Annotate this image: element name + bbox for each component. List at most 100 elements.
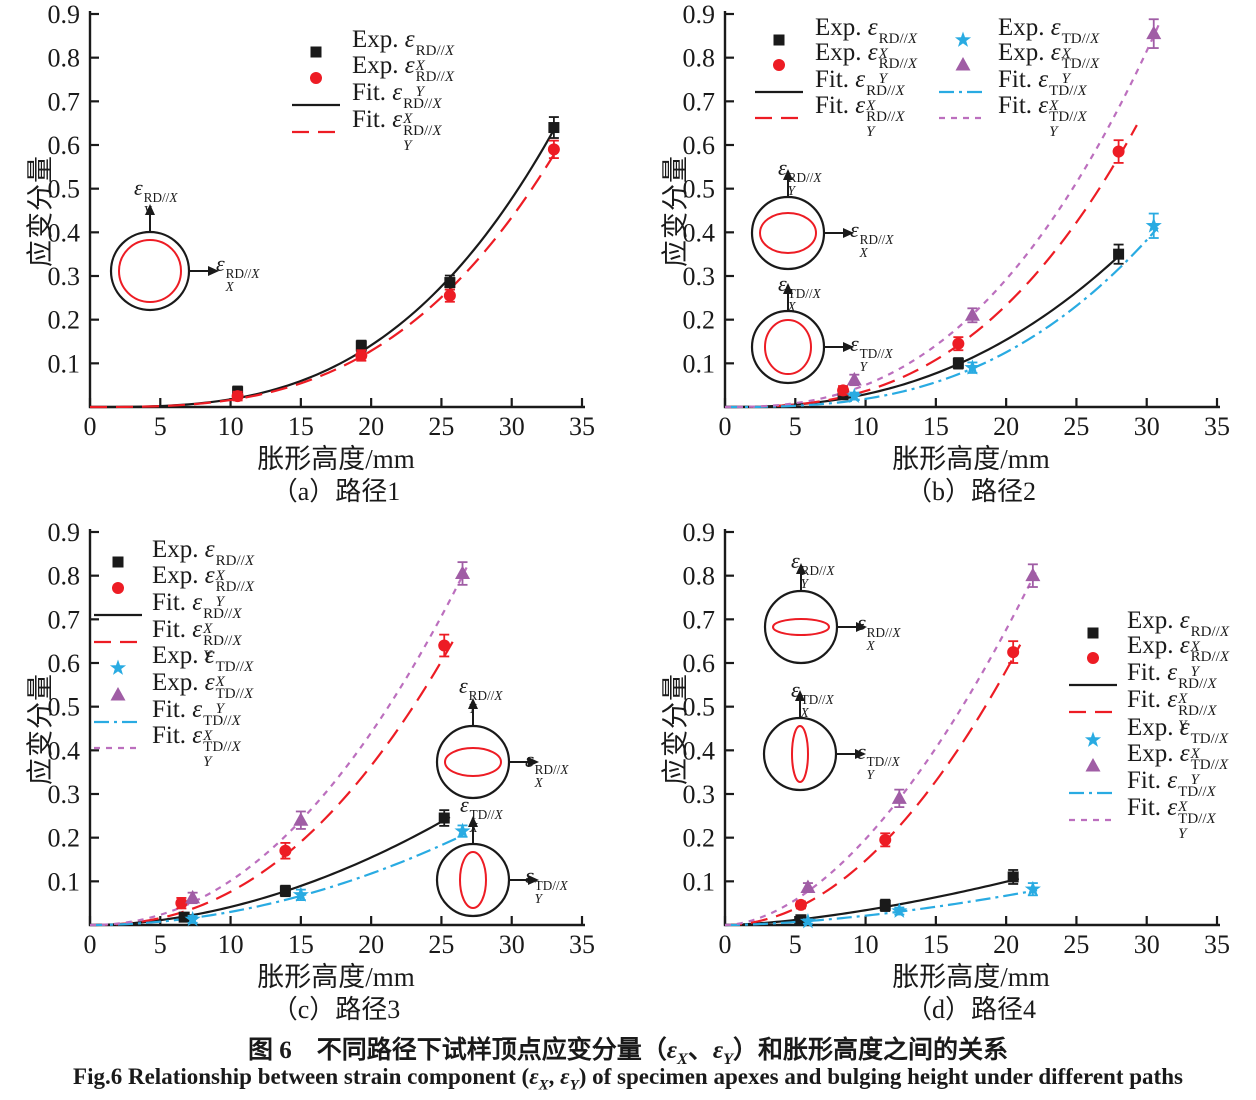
inset-specimen-b-1 [750,169,854,271]
inset-up-label-b-1: ε RD//X Y [778,156,821,197]
tick-labels-d: 0 5 10 15 20 25 30 35 0.1 0.2 0.3 0.4 0.5 0.6 0.7 0.8 0.… [683,518,1231,959]
x-tick-label: 35 [1204,930,1230,959]
inset-up-text: ε RD//X Y [134,175,178,218]
y-tick-label: 0.3 [683,262,716,291]
right-arrow-icon [855,749,866,759]
data-point-expTDX [1024,880,1041,897]
x-tick-label: 0 [719,412,732,441]
epsilon-symbol: ε [192,588,203,616]
up-arrow-icon [468,816,478,827]
legend-label-expTDX-c: Exp. ε TD//X X [152,642,253,689]
y-tick-label: 0.8 [683,44,716,73]
inset-right-text: ε RD//X X [857,610,901,653]
plot-canvas-c: 0 5 10 15 20 25 30 35 0.1 0.2 0.3 0.4 0.5 0.6 0.7 0.8 0.… [48,518,596,959]
x-tick-label: 20 [993,412,1019,441]
epsilon-symbol: ε [1167,793,1178,821]
y-tick-label: 0.4 [683,736,716,765]
data-point-expTDX [964,359,981,375]
legend-marker-expRDY-a [310,72,322,84]
fit-curve-fitRDX-a [90,126,557,409]
data-point-expTDY [1146,25,1162,40]
legend-label-fitTDX-d: Fit. ε TD//X X [1127,767,1216,814]
inset-up-text: ε RD//X Y [459,673,503,716]
data-point-expRDY [231,390,244,403]
y-tick-label: 0.1 [48,867,81,896]
series-expRDX-a [232,116,560,398]
x-tick-label: 0 [719,930,732,959]
inset-up-label-a-1: ε RD//X Y [134,176,177,217]
inset-right-label-c-2: ε TD//X Y [525,864,568,905]
inset-up-text: ε RD//X Y [791,548,835,591]
x-tick-label: 15 [923,412,949,441]
legend-text-fitRDY: Fit. ε RD//X Y [815,91,905,140]
epsilon-symbol: ε [134,175,143,200]
legend-text-fitTDY: Fit. ε TD//X Y [152,721,241,770]
subplot-d-path4: 0 5 10 15 20 25 30 35 0.1 0.2 0.3 0.4 0.5 0.6 0.7 0.8 0.… [628,512,1256,1030]
legend-marker-expRDX-c [112,556,124,568]
ticks-a [88,12,584,407]
x-tick-label: 0 [84,412,97,441]
legend-label-fitTDX-c: Fit. ε TD//X X [152,695,241,743]
data-point-expRDY [438,639,451,652]
y-axis-label-a: 应变分量 [25,154,56,267]
inset-right-text: ε RD//X X [525,747,569,790]
legend-label-expTDY-c: Exp. ε TD//X Y [152,669,253,716]
y-axis-label-c: 应变分量 [25,672,56,785]
data-point-expRDY [1112,145,1125,158]
data-point-expRDY [355,349,368,362]
plot-canvas-d: 0 5 10 15 20 25 30 35 0.1 0.2 0.3 0.4 0.5 0.6 0.7 0.8 0.… [683,518,1231,959]
legend-label-expRDX-c: Exp. ε RD//X X [152,536,254,583]
y-tick-label: 0.3 [683,780,716,809]
y-tick-label: 0.2 [48,306,81,335]
legend-marker-expRDX-b [773,34,785,46]
legend-label-fitRDY-c: Fit. ε RD//X Y [152,616,242,663]
epsilon-symbol: ε [855,65,866,93]
right-arrow-icon [528,875,539,885]
epsilon-symbol: ε [1050,38,1061,66]
legend-text-expRDY: Exp. ε RD//X Y [352,51,454,100]
inset-right-text: ε TD//X Y [857,739,900,782]
fit-curve-fitTDX-b [725,226,1159,409]
inset-up-label-c-1: ε RD//X Y [459,674,502,715]
fit-curve-fitRDX-c [89,816,451,927]
data-point-expTDX [184,910,201,927]
legend-label-fitTDX-b: Fit. ε TD//X X [998,66,1087,113]
subplot-b-path2: 0 5 10 15 20 25 30 35 0.1 0.2 0.3 0.4 0.5 0.6 0.7 0.8 0.… [628,0,1256,512]
y-tick-label: 0.2 [683,306,716,335]
fit-curve-fitRDY-b [725,124,1138,409]
y-tick-label: 0.1 [48,349,81,378]
epsilon-symbol: ε [192,695,203,723]
data-point-expRDX [438,812,450,824]
legend-marker-expTDY-b [955,57,971,71]
y-tick-label: 0.6 [683,649,716,678]
legend-label-expRDY-b: Exp. ε RD//X Y [815,39,917,86]
data-point-expRDX [548,122,560,134]
inset-up-text: ε TD//X X [778,271,821,314]
y-tick-label: 0.7 [683,605,716,634]
x-tick-label: 10 [218,930,244,959]
epsilon-symbol: ε [392,78,403,106]
inset-specimen-b-2 [750,283,854,385]
ticks-c [88,530,584,925]
epsilon-symbol: ε [1050,13,1061,41]
y-tick-label: 0.5 [48,175,81,204]
epsilon-symbol: ε [1038,91,1049,119]
figure-caption-chinese: 图 6 不同路径下试样顶点应变分量（εX、εY）和胀形高度之间的关系 [247,1037,1009,1068]
legend-marker-expRDX-d [1087,627,1099,639]
x-axis-label-d: 胀形高度/mm [892,962,1050,992]
x-tick-label: 35 [569,412,595,441]
inset-right-label-a-1: ε RD//X X [216,252,259,293]
data-point-expRDX [1007,871,1019,883]
data-point-expRDY [1007,646,1020,659]
inset-right-label-c-1: ε RD//X X [525,748,568,789]
y-tick-label: 0.7 [683,87,716,116]
inset-right-label-d-2: ε TD//X Y [857,740,900,781]
y-tick-label: 0.8 [683,562,716,591]
legend-label-expRDY-a: Exp. ε RD//X Y [352,51,454,100]
inset-up-text: ε RD//X Y [778,155,822,198]
data-point-expRDY [837,384,850,397]
x-tick-label: 0 [84,930,97,959]
series-expRDY-d [794,640,1020,911]
legend-text-expTDY: Exp. ε TD//X Y [998,38,1100,87]
data-point-expRDY [952,337,965,350]
